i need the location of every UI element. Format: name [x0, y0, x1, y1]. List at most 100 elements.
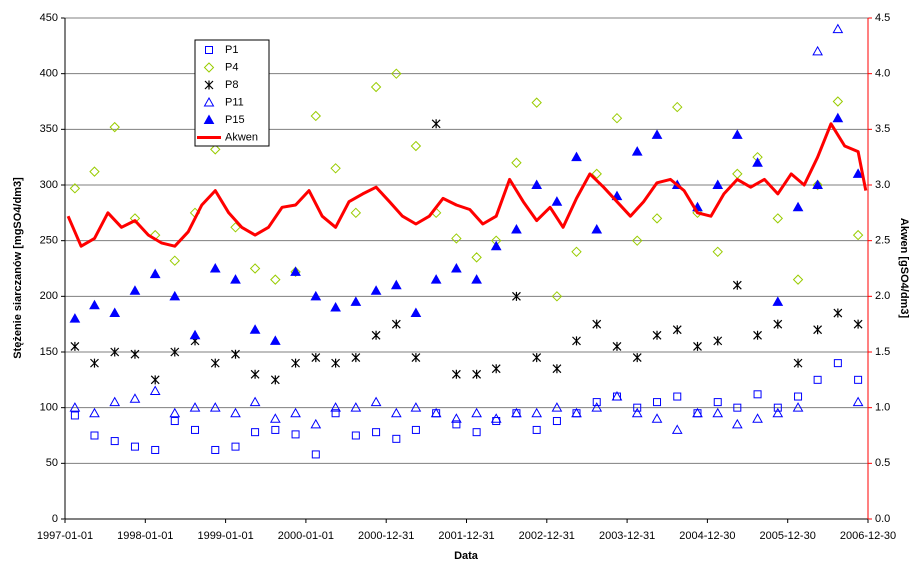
y2-tick-label: 0.5: [875, 457, 890, 469]
y-tick-label: 350: [40, 123, 58, 135]
point: [611, 112, 623, 124]
point: [269, 413, 281, 423]
point: [852, 229, 864, 241]
point: [291, 358, 300, 368]
point: [350, 296, 362, 306]
point: [772, 296, 784, 306]
point: [230, 274, 241, 284]
point: [833, 359, 842, 368]
legend-marker: [203, 96, 215, 107]
legend-marker: [203, 114, 215, 124]
point: [290, 266, 301, 278]
point: [231, 349, 240, 359]
point: [189, 402, 201, 412]
point: [270, 375, 280, 385]
y-tick-label: 250: [40, 235, 58, 247]
point: [129, 393, 141, 403]
point: [370, 81, 382, 93]
point: [431, 119, 441, 129]
point: [672, 325, 682, 335]
point: [532, 353, 542, 363]
point: [149, 385, 161, 395]
point: [773, 319, 783, 329]
y-tick-label: 100: [40, 402, 58, 414]
point: [792, 274, 804, 285]
point: [70, 411, 79, 420]
point: [129, 213, 141, 224]
point: [271, 425, 280, 434]
y-tick-label: 300: [40, 179, 58, 191]
point: [130, 349, 140, 359]
point: [733, 403, 742, 412]
x-axis-title: Data: [454, 550, 479, 562]
legend-label: Akwen: [225, 131, 258, 143]
point: [410, 140, 422, 152]
point: [451, 413, 462, 423]
y-tick-label: 0: [52, 513, 58, 525]
point: [832, 23, 844, 34]
point: [351, 431, 360, 440]
point: [591, 224, 603, 234]
point: [109, 307, 121, 318]
y2-tick-label: 1.5: [875, 346, 890, 358]
point: [753, 390, 762, 399]
point: [693, 341, 702, 351]
point: [90, 358, 99, 368]
point: [812, 45, 823, 56]
point: [210, 358, 220, 368]
x-tick-label: 1999-01-01: [197, 530, 253, 542]
point: [652, 330, 662, 340]
legend-label: P8: [225, 79, 238, 91]
point: [69, 313, 81, 323]
point: [832, 112, 844, 123]
point: [249, 324, 261, 334]
point: [732, 280, 742, 290]
point: [209, 402, 221, 412]
point: [310, 110, 322, 122]
x-tick-label: 1998-01-01: [117, 530, 173, 542]
point: [631, 146, 643, 156]
point: [310, 418, 322, 429]
point: [571, 151, 582, 162]
point: [551, 291, 563, 302]
x-tick-label: 2000-01-01: [278, 530, 334, 542]
point: [70, 341, 80, 351]
point: [651, 413, 663, 423]
point: [532, 425, 541, 434]
point: [673, 392, 682, 401]
point: [731, 418, 743, 429]
point: [571, 407, 582, 418]
point: [291, 430, 300, 439]
point: [512, 291, 521, 301]
point: [731, 129, 743, 139]
point: [230, 407, 241, 418]
point: [794, 392, 803, 401]
point: [752, 413, 763, 423]
x-tick-label: 2002-12-31: [519, 530, 575, 542]
point: [552, 417, 561, 426]
point: [310, 290, 322, 301]
point: [551, 402, 563, 412]
point: [151, 445, 160, 454]
point: [109, 121, 120, 133]
y2-tick-label: 2.5: [875, 235, 890, 247]
point: [511, 224, 522, 234]
point: [191, 425, 200, 434]
point: [653, 398, 662, 407]
point: [471, 252, 482, 263]
point: [531, 179, 543, 189]
point: [372, 428, 381, 437]
legend-label: P15: [225, 114, 245, 126]
y-tick-label: 200: [40, 290, 58, 302]
point: [269, 335, 281, 345]
point: [390, 407, 402, 418]
point: [812, 179, 823, 189]
point: [411, 425, 420, 434]
point: [591, 402, 603, 412]
point: [371, 330, 381, 340]
point: [852, 396, 864, 407]
point: [773, 403, 782, 412]
point: [169, 407, 181, 418]
point: [350, 402, 362, 412]
point: [411, 353, 421, 363]
